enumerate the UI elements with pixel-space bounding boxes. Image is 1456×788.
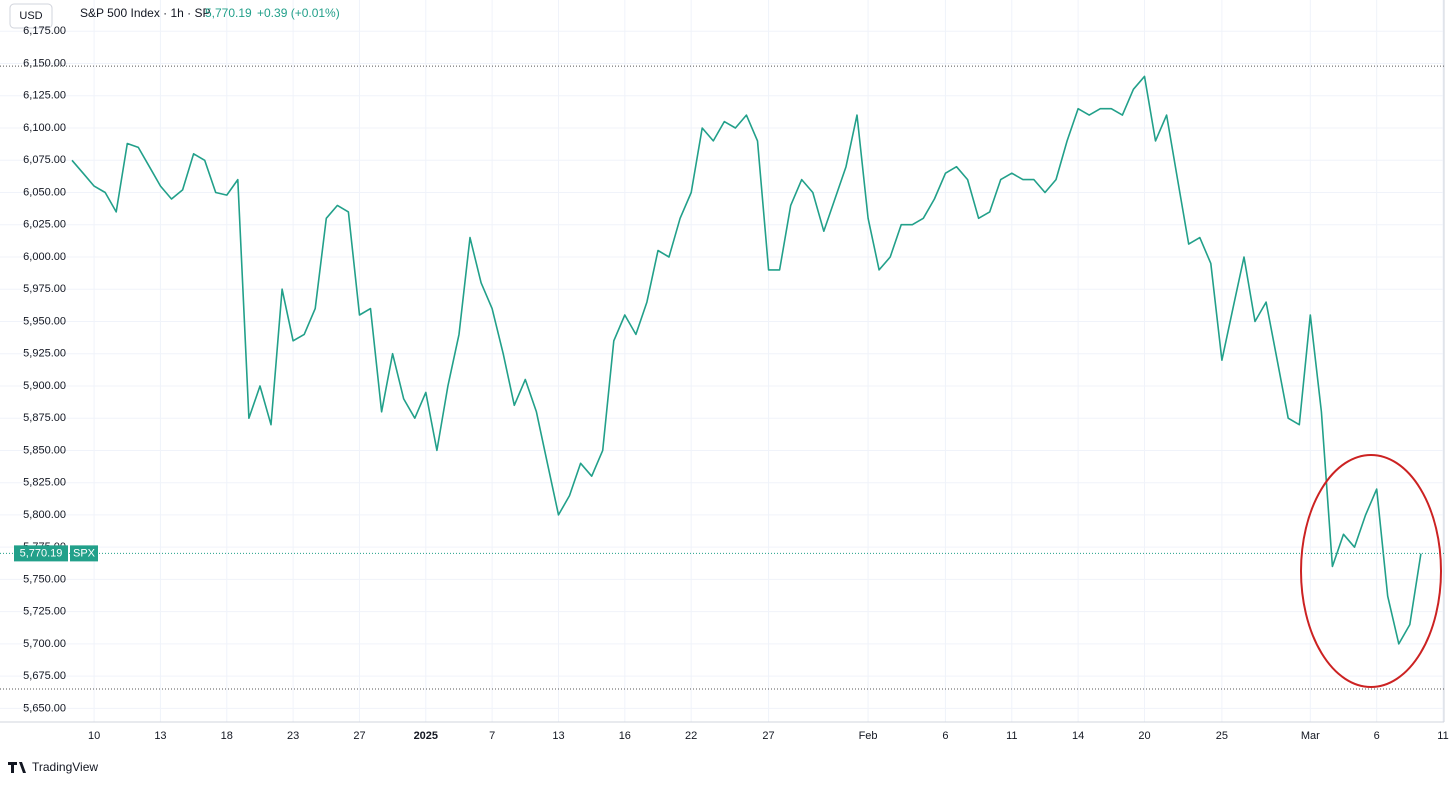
symbol-label: SPX [73,547,96,559]
symbol-badge [70,545,98,562]
x-tick-label: 25 [1216,730,1228,742]
last-price-label: 5,770.19 [20,547,63,559]
x-tick-label: Mar [1301,730,1320,742]
y-tick-label: 5,650.00 [23,702,66,714]
currency-box[interactable] [9,3,53,29]
y-tick-label: 6,075.00 [23,154,66,166]
brand: TradingView [32,760,98,774]
y-tick-label: 5,825.00 [23,477,66,489]
x-tick-label: 11 [1006,730,1017,742]
y-tick-label: 6,050.00 [23,186,66,198]
x-tick-label: 14 [1072,730,1084,742]
y-tick-label: 5,725.00 [23,606,66,618]
y-tick-label: 6,000.00 [23,251,66,263]
y-tick-label: 5,850.00 [23,444,66,456]
chart-title: S&P 500 Index · 1h · SP [80,6,211,20]
x-tick-label: 13 [552,730,564,742]
x-tick-label: 6 [1374,730,1380,742]
y-tick-label: 5,925.00 [23,348,66,360]
grid [0,0,1444,722]
x-tick-label: Feb [859,730,878,742]
y-tick-label: 5,750.00 [23,573,66,585]
price-line [71,75,1422,645]
y-tick-label: 5,950.00 [23,315,66,327]
change: +0.39 (+0.01%) [257,6,340,20]
y-tick-label: 6,100.00 [23,122,66,134]
y-tick-label: 6,025.00 [23,219,66,231]
x-tick-label: 22 [685,730,697,742]
currency: USD [19,10,42,22]
x-tick-label: 27 [762,730,774,742]
y-tick-label: 6,175.00 [23,25,66,37]
x-tick-label: 2025 [414,730,438,742]
y-tick-label: 5,875.00 [23,412,66,424]
x-tick-label: 20 [1138,730,1150,742]
y-tick-label: 6,125.00 [23,90,66,102]
x-tick-label: 13 [154,730,166,742]
annotation-circle [1300,454,1442,688]
y-tick-label: 5,675.00 [23,670,66,682]
x-tick-label: 23 [287,730,299,742]
x-tick-label: 6 [942,730,948,742]
y-tick-label: 5,800.00 [23,509,66,521]
x-tick-label: 11 [1437,730,1448,742]
x-tick-label: 18 [221,730,233,742]
y-tick-label: 6,150.00 [23,57,66,69]
y-tick-label: 5,900.00 [23,380,66,392]
x-tick-label: 27 [353,730,365,742]
y-tick-label: 5,975.00 [23,283,66,295]
y-tick-label: 5,700.00 [23,638,66,650]
x-tick-label: 7 [489,730,495,742]
last-price-badge [14,545,68,562]
brand-logo [8,762,26,773]
x-tick-label: 10 [88,730,100,742]
x-tick-label: 16 [619,730,631,742]
price: 5,770.19 [205,6,252,20]
